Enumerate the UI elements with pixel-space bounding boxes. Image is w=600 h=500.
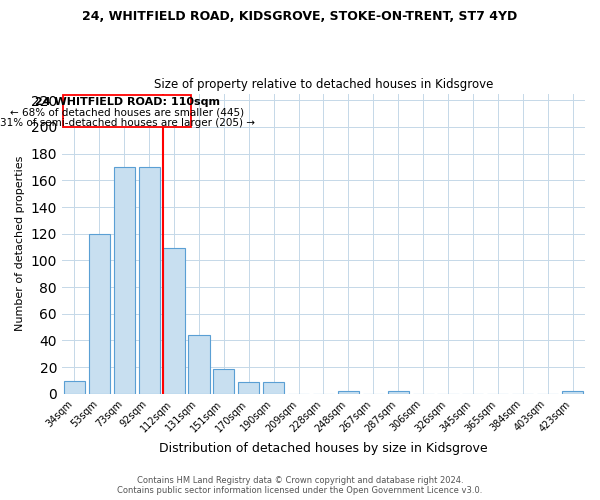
Y-axis label: Number of detached properties: Number of detached properties <box>15 156 25 332</box>
Bar <box>263 382 284 394</box>
Bar <box>113 167 135 394</box>
Title: Size of property relative to detached houses in Kidsgrove: Size of property relative to detached ho… <box>154 78 493 91</box>
Bar <box>139 167 160 394</box>
Bar <box>238 382 259 394</box>
Bar <box>64 380 85 394</box>
Bar <box>163 248 185 394</box>
Bar <box>388 391 409 394</box>
Text: 24 WHITFIELD ROAD: 110sqm: 24 WHITFIELD ROAD: 110sqm <box>35 96 220 106</box>
Text: 24, WHITFIELD ROAD, KIDSGROVE, STOKE-ON-TRENT, ST7 4YD: 24, WHITFIELD ROAD, KIDSGROVE, STOKE-ON-… <box>82 10 518 23</box>
X-axis label: Distribution of detached houses by size in Kidsgrove: Distribution of detached houses by size … <box>159 442 488 455</box>
Bar <box>338 391 359 394</box>
FancyBboxPatch shape <box>63 95 191 127</box>
Bar <box>89 234 110 394</box>
Text: Contains HM Land Registry data © Crown copyright and database right 2024.
Contai: Contains HM Land Registry data © Crown c… <box>118 476 482 495</box>
Bar <box>213 368 235 394</box>
Text: 31% of semi-detached houses are larger (205) →: 31% of semi-detached houses are larger (… <box>0 118 255 128</box>
Bar <box>188 335 209 394</box>
Bar <box>562 391 583 394</box>
Text: ← 68% of detached houses are smaller (445): ← 68% of detached houses are smaller (44… <box>10 108 244 118</box>
